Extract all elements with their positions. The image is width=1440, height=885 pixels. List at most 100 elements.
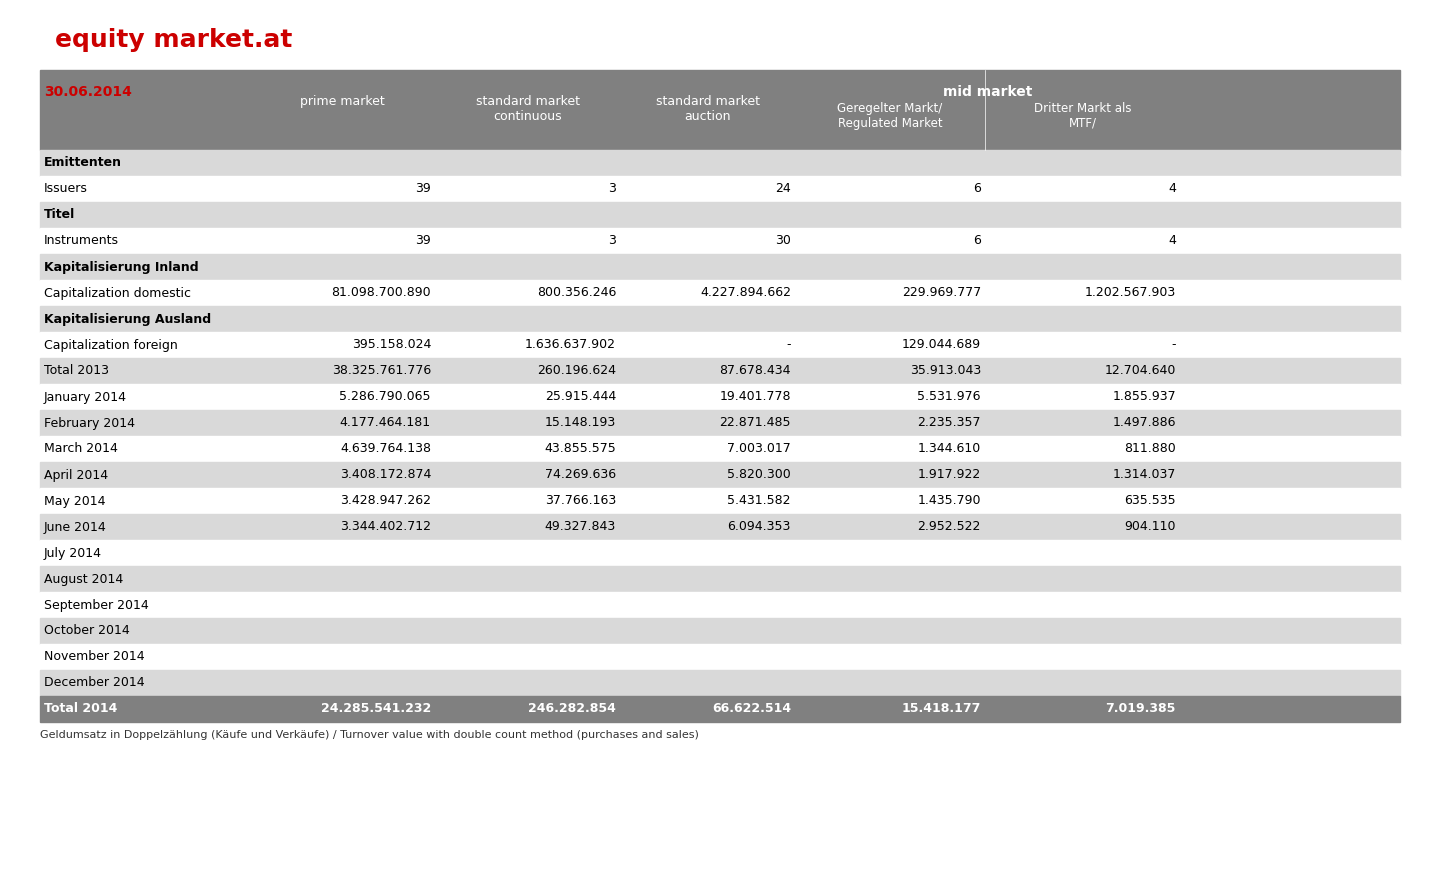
Text: 1.855.937: 1.855.937 <box>1112 390 1176 404</box>
Text: 66.622.514: 66.622.514 <box>711 703 791 715</box>
Bar <box>40 592 1400 618</box>
Text: 5.286.790.065: 5.286.790.065 <box>340 390 431 404</box>
Text: 1.314.037: 1.314.037 <box>1113 468 1176 481</box>
Text: 1.435.790: 1.435.790 <box>917 495 981 507</box>
Text: 19.401.778: 19.401.778 <box>720 390 791 404</box>
Bar <box>40 514 1400 540</box>
Text: January 2014: January 2014 <box>45 390 127 404</box>
Text: 3.428.947.262: 3.428.947.262 <box>340 495 431 507</box>
Text: 38.325.761.776: 38.325.761.776 <box>331 365 431 378</box>
Text: Dritter Markt als
MTF/: Dritter Markt als MTF/ <box>1034 102 1132 130</box>
Text: December 2014: December 2014 <box>45 676 144 689</box>
Bar <box>40 228 1400 254</box>
Text: June 2014: June 2014 <box>45 520 107 534</box>
Bar <box>40 410 1400 436</box>
Text: 15.418.177: 15.418.177 <box>901 703 981 715</box>
Text: 5.431.582: 5.431.582 <box>727 495 791 507</box>
Text: Capitalization domestic: Capitalization domestic <box>45 287 192 299</box>
Text: Total 2014: Total 2014 <box>45 703 118 715</box>
Text: 87.678.434: 87.678.434 <box>720 365 791 378</box>
Text: 3.344.402.712: 3.344.402.712 <box>340 520 431 534</box>
Text: 49.327.843: 49.327.843 <box>544 520 616 534</box>
Text: Titel: Titel <box>45 209 75 221</box>
Text: 30.06.2014: 30.06.2014 <box>45 85 132 99</box>
Bar <box>40 150 1400 176</box>
Text: 6.094.353: 6.094.353 <box>727 520 791 534</box>
Text: April 2014: April 2014 <box>45 468 108 481</box>
Text: -: - <box>786 338 791 351</box>
Text: 37.766.163: 37.766.163 <box>544 495 616 507</box>
Bar <box>40 306 1400 332</box>
Bar <box>40 332 1400 358</box>
Text: Kapitalisierung Ausland: Kapitalisierung Ausland <box>45 312 212 326</box>
Bar <box>40 202 1400 228</box>
Bar <box>40 696 1400 722</box>
Bar <box>40 670 1400 696</box>
Text: 7.003.017: 7.003.017 <box>727 442 791 456</box>
Text: Instruments: Instruments <box>45 235 120 248</box>
Text: 3.408.172.874: 3.408.172.874 <box>340 468 431 481</box>
Text: 35.913.043: 35.913.043 <box>910 365 981 378</box>
Bar <box>40 618 1400 644</box>
Text: 3: 3 <box>608 182 616 196</box>
Bar <box>40 254 1400 280</box>
Text: 2.952.522: 2.952.522 <box>917 520 981 534</box>
Text: 904.110: 904.110 <box>1125 520 1176 534</box>
Text: -: - <box>1172 338 1176 351</box>
Text: 15.148.193: 15.148.193 <box>544 417 616 429</box>
Text: 1.202.567.903: 1.202.567.903 <box>1084 287 1176 299</box>
Text: 1.636.637.902: 1.636.637.902 <box>526 338 616 351</box>
Text: 6: 6 <box>973 235 981 248</box>
Text: 4: 4 <box>1168 235 1176 248</box>
Text: 1.344.610: 1.344.610 <box>917 442 981 456</box>
Bar <box>40 176 1400 202</box>
Text: 635.535: 635.535 <box>1125 495 1176 507</box>
Text: 229.969.777: 229.969.777 <box>901 287 981 299</box>
Text: October 2014: October 2014 <box>45 625 130 637</box>
Text: 43.855.575: 43.855.575 <box>544 442 616 456</box>
Text: 260.196.624: 260.196.624 <box>537 365 616 378</box>
Text: 24: 24 <box>775 182 791 196</box>
Text: 129.044.689: 129.044.689 <box>901 338 981 351</box>
Text: Emittenten: Emittenten <box>45 157 122 170</box>
Text: September 2014: September 2014 <box>45 598 148 612</box>
Text: 30: 30 <box>775 235 791 248</box>
Text: 3: 3 <box>608 235 616 248</box>
Text: equity market.at: equity market.at <box>55 28 292 52</box>
Text: 4.639.764.138: 4.639.764.138 <box>340 442 431 456</box>
Text: 5.531.976: 5.531.976 <box>917 390 981 404</box>
Bar <box>40 462 1400 488</box>
Bar <box>40 644 1400 670</box>
Text: 22.871.485: 22.871.485 <box>720 417 791 429</box>
Bar <box>40 488 1400 514</box>
Text: 7.019.385: 7.019.385 <box>1106 703 1176 715</box>
Text: 6: 6 <box>973 182 981 196</box>
Text: 12.704.640: 12.704.640 <box>1104 365 1176 378</box>
Text: February 2014: February 2014 <box>45 417 135 429</box>
Bar <box>40 384 1400 410</box>
Text: March 2014: March 2014 <box>45 442 118 456</box>
Text: Issuers: Issuers <box>45 182 88 196</box>
Bar <box>40 70 1400 150</box>
Text: 1.497.886: 1.497.886 <box>1113 417 1176 429</box>
Text: 4: 4 <box>1168 182 1176 196</box>
Text: Geregelter Markt/
Regulated Market: Geregelter Markt/ Regulated Market <box>838 102 943 130</box>
Text: 1.917.922: 1.917.922 <box>917 468 981 481</box>
Text: 39: 39 <box>415 235 431 248</box>
Text: mid market: mid market <box>943 85 1032 99</box>
Bar <box>40 280 1400 306</box>
Bar <box>40 436 1400 462</box>
Text: May 2014: May 2014 <box>45 495 105 507</box>
Text: standard market
auction: standard market auction <box>655 95 759 123</box>
Text: 5.820.300: 5.820.300 <box>727 468 791 481</box>
Text: 39: 39 <box>415 182 431 196</box>
Text: 25.915.444: 25.915.444 <box>544 390 616 404</box>
Text: Total 2013: Total 2013 <box>45 365 109 378</box>
Bar <box>40 358 1400 384</box>
Text: 800.356.246: 800.356.246 <box>537 287 616 299</box>
Text: November 2014: November 2014 <box>45 650 144 664</box>
Text: Geldumsatz in Doppelzählung (Käufe und Verkäufe) / Turnover value with double co: Geldumsatz in Doppelzählung (Käufe und V… <box>40 730 698 740</box>
Text: July 2014: July 2014 <box>45 547 102 559</box>
Text: 2.235.357: 2.235.357 <box>917 417 981 429</box>
Bar <box>40 540 1400 566</box>
